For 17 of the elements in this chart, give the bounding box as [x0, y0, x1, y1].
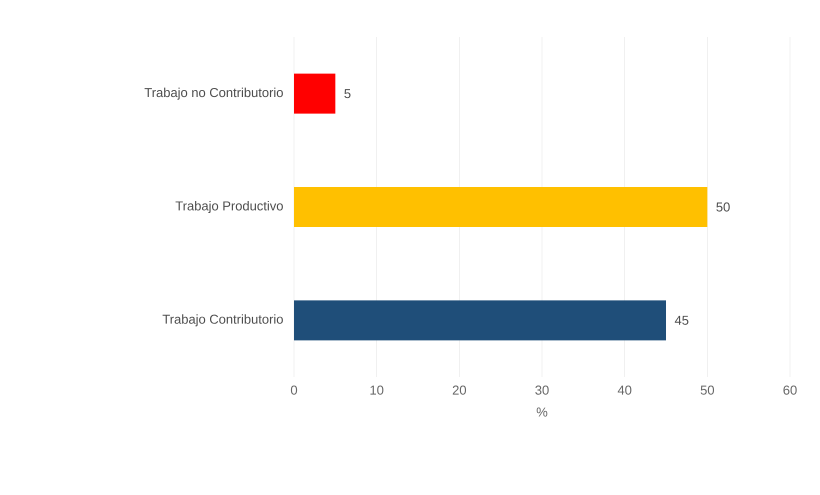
bar	[294, 74, 336, 114]
bar	[294, 300, 666, 340]
x-tick-label: 30	[535, 386, 549, 395]
bar	[294, 187, 708, 228]
data-label: 45	[674, 316, 688, 325]
x-tick-label: 0	[290, 386, 298, 395]
y-tick-label: Trabajo Productivo	[176, 200, 283, 214]
x-tick-label: 40	[618, 386, 632, 395]
y-tick-label: Trabajo Contributorio	[162, 314, 283, 326]
data-label: 50	[716, 202, 730, 212]
x-tick-label: 60	[783, 386, 797, 395]
y-tick-label: Trabajo no Contributorio	[144, 88, 283, 100]
x-axis-title: %	[536, 408, 548, 417]
data-label: 5	[344, 89, 351, 98]
x-tick-label: 50	[700, 386, 714, 395]
x-tick-label: 10	[370, 386, 384, 395]
x-tick-label: 20	[452, 386, 466, 395]
